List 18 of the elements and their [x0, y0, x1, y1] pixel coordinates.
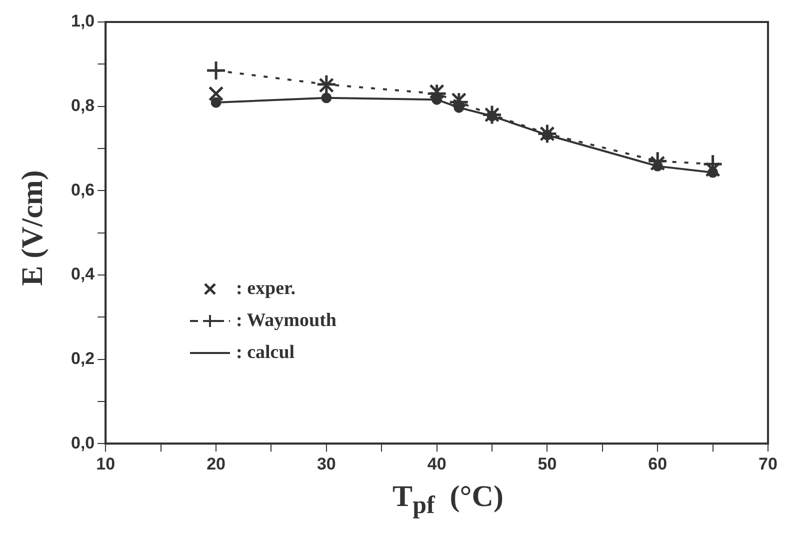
- x-tick-label: 50: [538, 454, 557, 474]
- legend-label: : calcul: [236, 342, 295, 364]
- x-tick-label: 10: [96, 454, 116, 474]
- y-axis-title: E (V/cm): [16, 170, 50, 286]
- y-tick-label: 0,4: [70, 264, 96, 284]
- y-tick-label: 0,8: [70, 96, 95, 116]
- y-tick-label: 1,0: [70, 12, 95, 31]
- legend-label: : exper.: [236, 278, 296, 300]
- x-tick-label: 20: [206, 454, 226, 474]
- y-tick-label: 0,0: [70, 433, 95, 452]
- x-tick-label: 60: [648, 454, 668, 474]
- x-tick-label: 40: [427, 454, 446, 474]
- x-tick-label: 70: [758, 454, 778, 474]
- x-tick-label: 30: [316, 454, 336, 474]
- legend-label: : Waymouth: [236, 310, 336, 332]
- y-tick-label: 0,2: [70, 348, 95, 368]
- y-tick-label: 0,6: [70, 180, 95, 200]
- x-axis-title: T$_{pf}$ (°C): [392, 480, 504, 520]
